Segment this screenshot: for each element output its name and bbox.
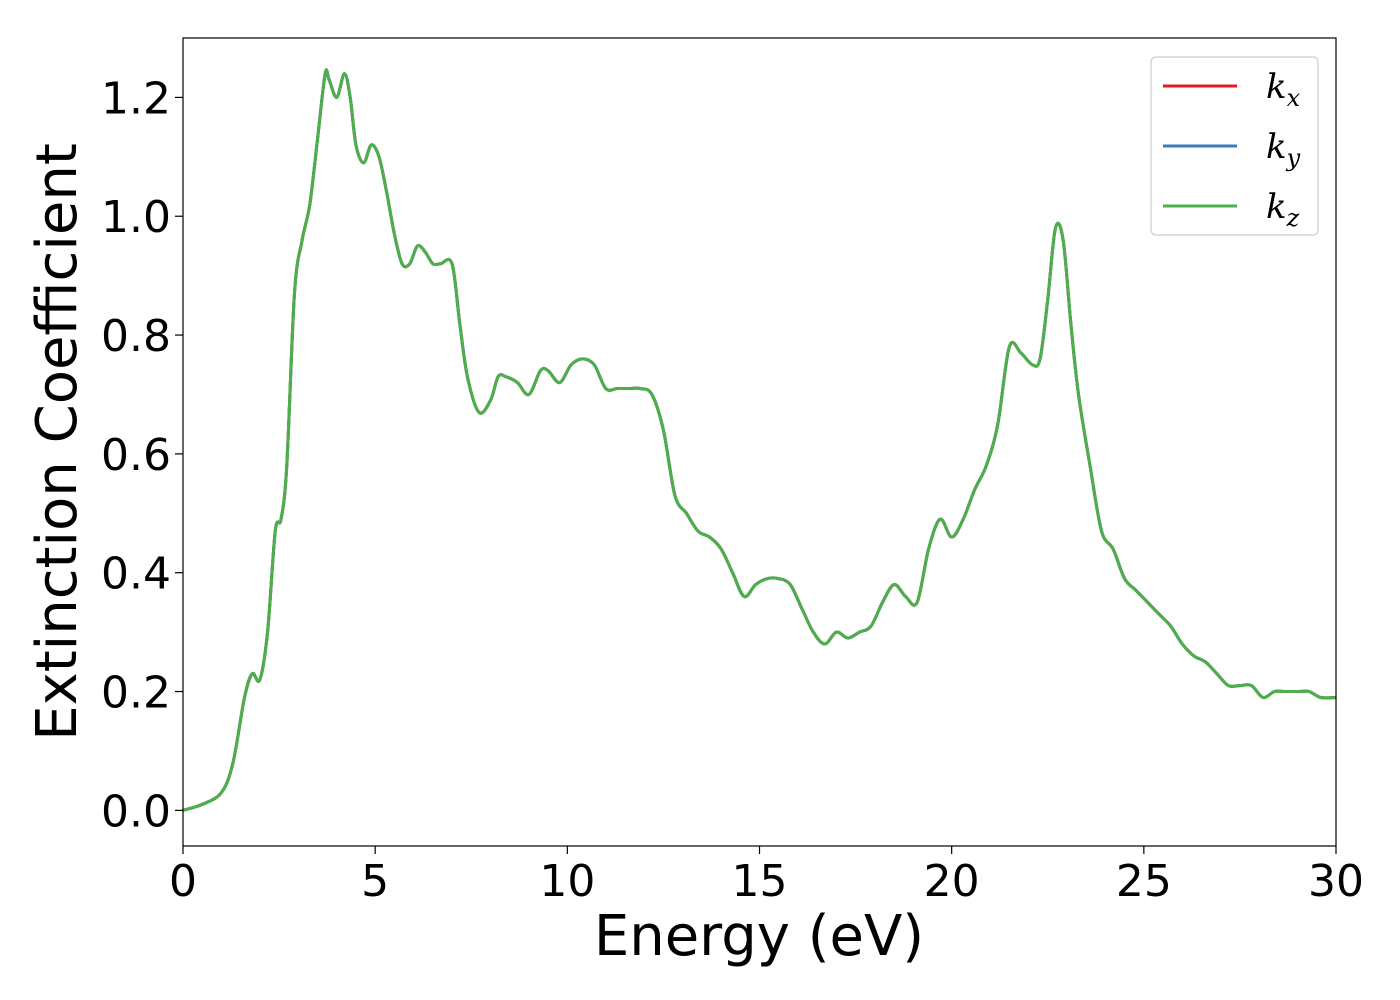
y-axis-label: Extinction Coefficient [25,143,90,741]
x-tick-label: 30 [1308,856,1364,907]
x-tick-label: 25 [1116,856,1172,907]
y-tick-label: 1.2 [101,73,171,124]
y-axis: 0.0 0.2 0.4 0.6 0.8 1.0 1.2 [101,73,183,837]
y-tick-label: 0.6 [101,430,171,481]
legend-label: kz [1266,187,1300,232]
y-tick-label: 0.2 [101,668,171,719]
series-layer [182,68,1337,812]
legend-label: ky [1266,127,1301,172]
legend-label: kx [1266,67,1301,112]
y-tick-label: 0.0 [101,786,171,837]
x-tick-label: 20 [924,856,980,907]
series-line-kz [182,68,1337,812]
x-tick-label: 0 [169,856,197,907]
y-tick-label: 0.4 [101,549,171,600]
y-tick-label: 1.0 [101,192,171,243]
x-axis: 0 5 10 15 20 25 30 [169,846,1364,907]
y-tick-label: 0.8 [101,311,171,362]
x-tick-label: 5 [361,856,389,907]
x-axis-label: Energy (eV) [594,904,924,969]
x-tick-label: 10 [539,856,595,907]
x-tick-label: 15 [732,856,788,907]
legend: kx ky kz [1150,56,1319,236]
